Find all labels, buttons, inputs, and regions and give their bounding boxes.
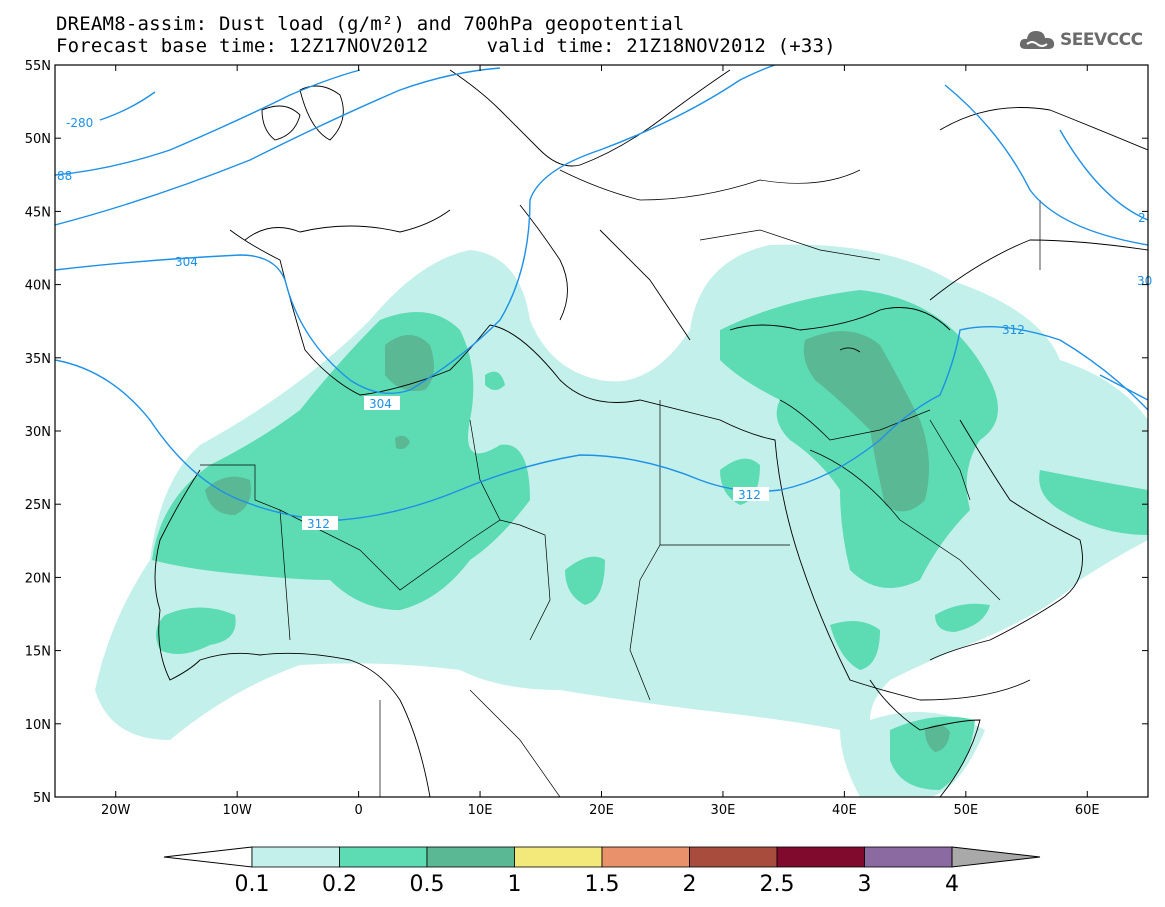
latitude-axis: 55N 50N 45N 40N 35N 30N 25N 20N 15N 10N 5N (25, 59, 1148, 806)
lon-label: 20E (589, 803, 614, 818)
colorbar-label: 4 (945, 872, 959, 897)
colorbar-cell (601, 846, 690, 868)
colorbar-label: 1.5 (585, 872, 620, 897)
lon-label: 50E (953, 803, 978, 818)
colorbar-label: 0.5 (410, 872, 445, 897)
colorbar-cell (864, 846, 953, 868)
colorbar-label: 0.1 (235, 872, 270, 897)
lat-label: 25N (25, 498, 51, 513)
colorbar-label: 3 (858, 872, 872, 897)
coastlines (154, 69, 1148, 797)
contour-label-neg280: -280 (66, 116, 93, 130)
contour-label-312-c: 312 (1002, 323, 1025, 337)
colorbar-label: 0.2 (322, 872, 357, 897)
forecast-time-line: Forecast base time: 12Z17NOV2012 valid t… (56, 35, 836, 57)
colorbar-cell (689, 846, 778, 868)
colorbar-arrow-left (163, 846, 253, 868)
seevccc-logo: SEEVCCC (1018, 24, 1143, 56)
colorbar-label: 2 (683, 872, 697, 897)
contour-label-304-b: 304 (175, 255, 198, 269)
lon-label: 0 (354, 803, 362, 818)
contour-label-2: 2 (1138, 211, 1146, 225)
lat-label: 45N (25, 205, 51, 220)
colorbar-cell (251, 846, 340, 868)
contour-label-30: 30 (1137, 274, 1152, 288)
lat-label: 40N (25, 279, 51, 294)
colorbar: 0.1 0.2 0.5 1 1.5 2 2.5 3 4 (163, 846, 1041, 897)
lat-label: 10N (25, 718, 51, 733)
contour-label-box (302, 516, 338, 530)
lat-label: 30N (25, 425, 51, 440)
lon-label: 60E (1075, 803, 1100, 818)
contour-label-312-a: 312 (307, 517, 330, 531)
contour-label-312-b: 312 (738, 488, 761, 502)
lat-label: 35N (25, 352, 51, 367)
contour-label-box (733, 487, 769, 501)
contour-label-304-a: 304 (369, 397, 392, 411)
lon-label: 40E (832, 803, 857, 818)
lon-label: 30E (711, 803, 736, 818)
longitude-axis: 20W 10W 0 10E 20E 30E 40E 50E 60E (101, 65, 1100, 818)
lat-label: 20N (25, 571, 51, 586)
lat-label: 50N (25, 132, 51, 147)
contour-label-box (364, 396, 400, 410)
lon-label: 10W (222, 803, 252, 818)
contour-labels: 304 312 312 -280 88 304 312 30 2 (57, 116, 1152, 531)
dust-level-0-5 (205, 331, 950, 752)
colorbar-label: 1 (508, 872, 522, 897)
colorbar-label: 2.5 (760, 872, 795, 897)
dust-level-0-2 (152, 290, 1148, 790)
colorbar-cell (339, 846, 428, 868)
colorbar-arrow-right (951, 846, 1041, 868)
chart-title: DREAM8-assim: Dust load (g/m²) and 700hP… (56, 13, 685, 35)
contour-label-88: 88 (57, 169, 72, 183)
colorbar-cell (514, 846, 603, 868)
lat-label: 55N (25, 59, 51, 74)
geopotential-contours (55, 65, 1148, 521)
lat-label: 15N (25, 645, 51, 660)
lon-label: 20W (101, 803, 131, 818)
country-borders (200, 169, 1041, 797)
colorbar-cell (426, 846, 515, 868)
colorbar-cell (776, 846, 865, 868)
cloud-icon (1019, 31, 1055, 49)
lon-label: 10E (468, 803, 493, 818)
logo-text: SEEVCCC (1060, 30, 1143, 50)
lat-label: 5N (33, 791, 51, 806)
